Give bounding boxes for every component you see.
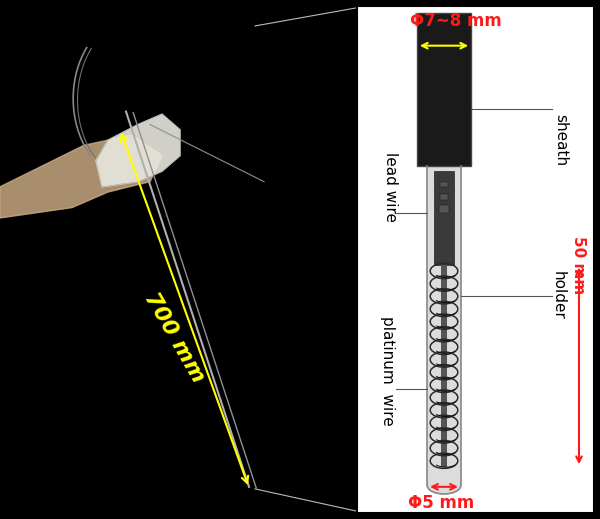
Bar [417, 13, 471, 166]
Polygon shape [96, 114, 180, 187]
Text: sheath: sheath [554, 114, 569, 166]
Bar [357, 6, 594, 513]
Polygon shape [427, 485, 461, 494]
Bar [440, 194, 448, 200]
Text: Φ5 mm: Φ5 mm [409, 495, 475, 512]
Text: 700 mm: 700 mm [140, 289, 208, 386]
Bar [434, 171, 454, 265]
Bar [439, 205, 449, 213]
Text: 50 mm: 50 mm [571, 236, 587, 294]
Bar [427, 166, 461, 485]
Polygon shape [0, 135, 162, 218]
Bar [440, 182, 448, 187]
Bar [417, 13, 471, 166]
Text: platinum  wire: platinum wire [380, 316, 395, 426]
Bar [441, 265, 447, 467]
Text: Φ7~8 mm: Φ7~8 mm [410, 12, 502, 30]
Text: lead wire: lead wire [383, 152, 398, 222]
Text: holder: holder [551, 271, 566, 320]
